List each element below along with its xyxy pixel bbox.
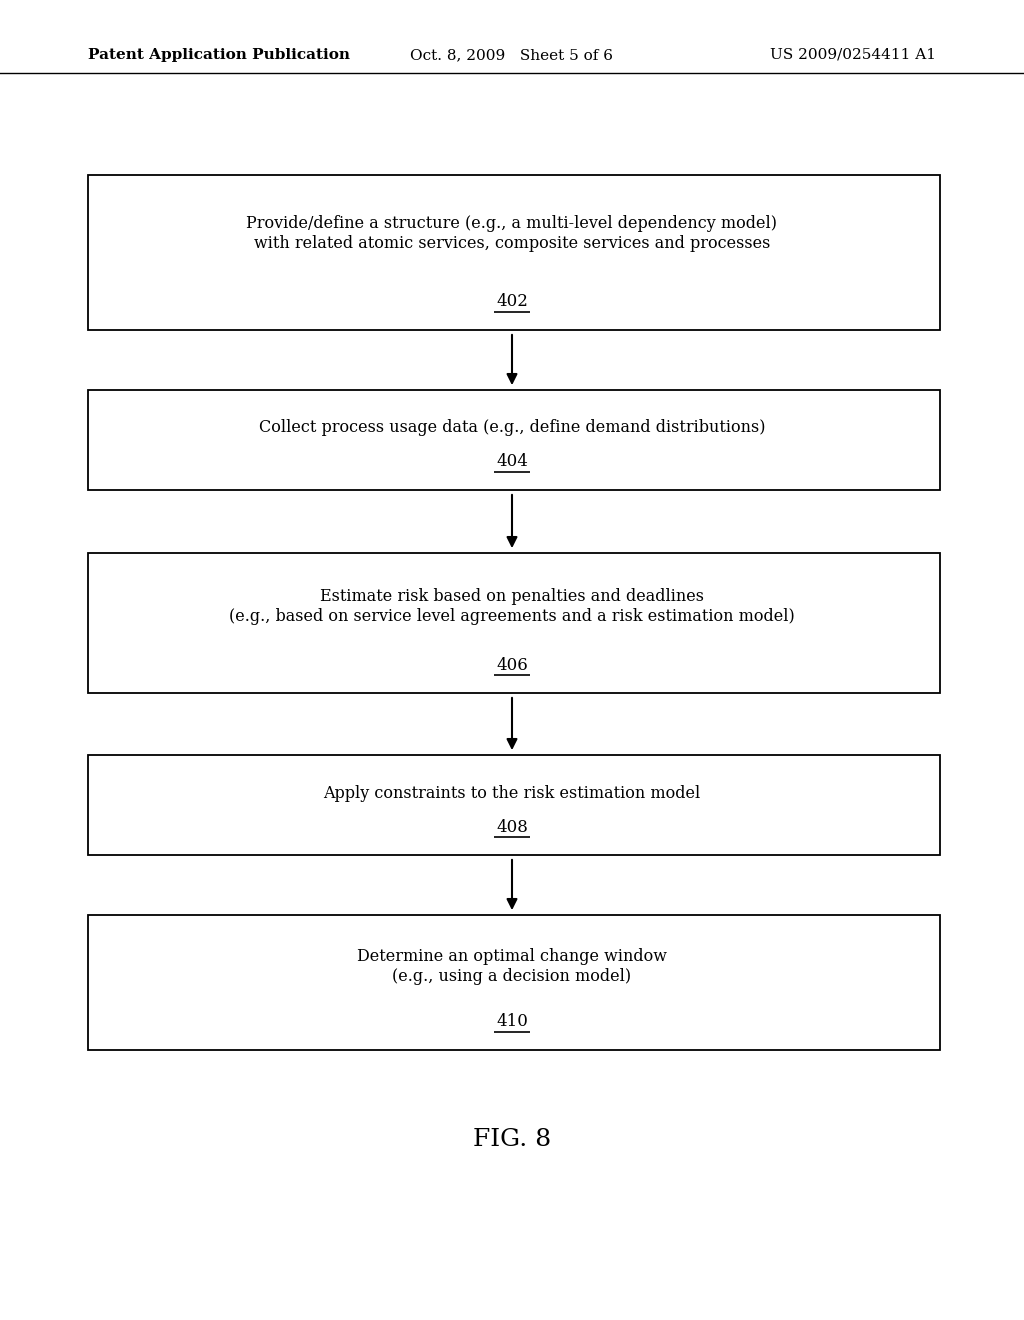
Text: US 2009/0254411 A1: US 2009/0254411 A1 — [770, 48, 936, 62]
Text: FIG. 8: FIG. 8 — [473, 1129, 551, 1151]
Text: (e.g., using a decision model): (e.g., using a decision model) — [392, 968, 632, 985]
Text: Oct. 8, 2009   Sheet 5 of 6: Oct. 8, 2009 Sheet 5 of 6 — [411, 48, 613, 62]
Bar — [88, 755, 940, 855]
Bar — [88, 553, 940, 693]
Text: 408: 408 — [496, 818, 528, 836]
Bar — [88, 176, 940, 330]
Text: 404: 404 — [496, 454, 528, 470]
Bar — [88, 915, 940, 1049]
Text: Collect process usage data (e.g., define demand distributions): Collect process usage data (e.g., define… — [259, 420, 765, 437]
Text: Provide/define a structure (e.g., a multi-level dependency model): Provide/define a structure (e.g., a mult… — [247, 215, 777, 232]
Text: 410: 410 — [496, 1014, 528, 1031]
Text: 406: 406 — [496, 656, 528, 673]
Text: Apply constraints to the risk estimation model: Apply constraints to the risk estimation… — [324, 784, 700, 801]
Text: (e.g., based on service level agreements and a risk estimation model): (e.g., based on service level agreements… — [229, 607, 795, 624]
Text: Estimate risk based on penalties and deadlines: Estimate risk based on penalties and dea… — [319, 587, 705, 605]
Text: Patent Application Publication: Patent Application Publication — [88, 48, 350, 62]
Text: 402: 402 — [496, 293, 528, 310]
Text: Determine an optimal change window: Determine an optimal change window — [357, 948, 667, 965]
Text: with related atomic services, composite services and processes: with related atomic services, composite … — [254, 235, 770, 252]
Bar — [88, 389, 940, 490]
